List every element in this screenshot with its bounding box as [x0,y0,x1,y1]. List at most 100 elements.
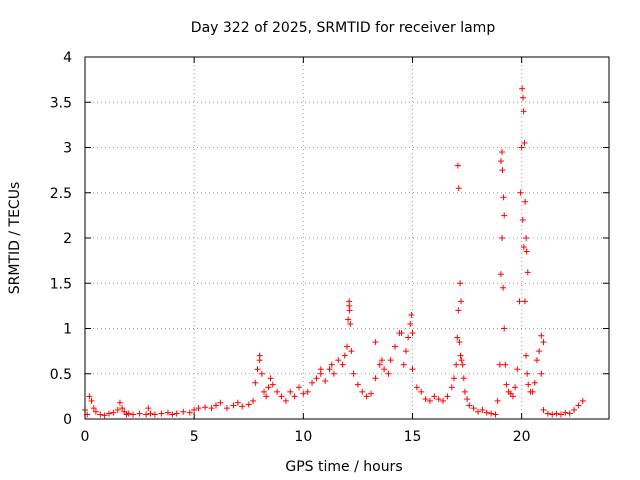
data-point [213,402,219,409]
x-tick-label: 15 [404,429,422,445]
data-point [455,307,462,314]
x-tick-label: 5 [190,429,199,445]
data-point [557,411,564,418]
data-point [164,409,171,416]
y-tick-label: 3 [63,141,72,157]
data-point [519,94,526,101]
data-point [457,280,464,287]
data-point [234,399,241,406]
data-point [372,339,379,346]
data-point [450,375,457,382]
data-point [326,366,333,373]
data-point [387,357,394,364]
data-point [521,139,528,146]
data-point [454,334,461,341]
data-point [263,393,270,400]
data-point [431,393,438,400]
plot-frame [84,56,610,420]
data-point [531,379,538,386]
data-point [400,361,407,368]
data-point [90,405,97,412]
data-point [208,405,215,412]
data-point [405,334,412,341]
data-point [335,357,342,364]
data-point [295,384,302,391]
data-point [536,348,543,355]
data-point [525,381,532,388]
data-point [223,405,230,412]
data-point [317,366,324,373]
y-tick-label: 2.5 [50,186,72,202]
data-point [538,370,545,377]
data-point [533,357,540,364]
chart-title: Day 322 of 2025, SRMTID for receiver lam… [191,20,496,36]
data-point [92,408,99,415]
data-point [282,397,289,404]
ticks-layer: 0 5 10 15 20 0 0.5 1 1.5 2 2.5 3 3.5 4 [50,50,609,445]
data-point [470,405,477,412]
data-point [97,411,104,418]
data-point [274,388,281,395]
data-point [500,194,507,201]
data-point [540,406,547,413]
data-point [392,343,399,350]
data-point [520,244,527,251]
data-point [348,348,355,355]
data-point [426,397,433,404]
data-point [252,379,259,386]
data-point [494,397,501,404]
data-point [566,410,573,417]
data-point [488,410,495,417]
data-point [517,189,524,196]
data-point [88,397,95,404]
x-tick-label: 0 [81,429,90,445]
data-point [523,352,530,359]
data-point [359,388,366,395]
data-point [460,375,467,382]
data-point [492,411,499,418]
data-point [457,298,464,305]
data-point [381,366,388,373]
data-point [444,393,451,400]
data-point [407,320,414,327]
data-point [328,361,335,368]
data-point [523,248,530,255]
data-point [191,406,198,413]
data-point [345,316,352,323]
data-point [500,284,507,291]
data-point [258,370,265,377]
data-point [523,235,530,241]
y-tick-label: 2 [63,231,72,247]
data-point [230,402,237,409]
data-point [250,397,257,404]
data-point [116,399,123,406]
data-point [549,411,556,418]
data-point [278,393,285,400]
data-point [239,403,246,410]
data-point [575,402,582,409]
data-point [502,361,509,368]
grid-layer [85,57,609,419]
data-point [147,410,154,417]
data-point [529,388,536,395]
data-point [151,411,158,418]
data-point [130,411,137,418]
data-point [483,409,490,416]
data-point [499,149,506,156]
data-point [269,381,276,388]
data-point [453,361,460,368]
data-point [501,325,508,332]
data-point [440,397,447,404]
data-point [145,405,152,412]
data-point [496,361,503,368]
data-point [516,298,523,305]
data-point [418,388,425,395]
data-points [82,85,586,419]
data-point [186,409,193,416]
data-point [501,212,508,219]
data-point [538,332,545,339]
data-point [459,361,466,368]
data-point [368,390,375,397]
data-point [101,412,108,419]
